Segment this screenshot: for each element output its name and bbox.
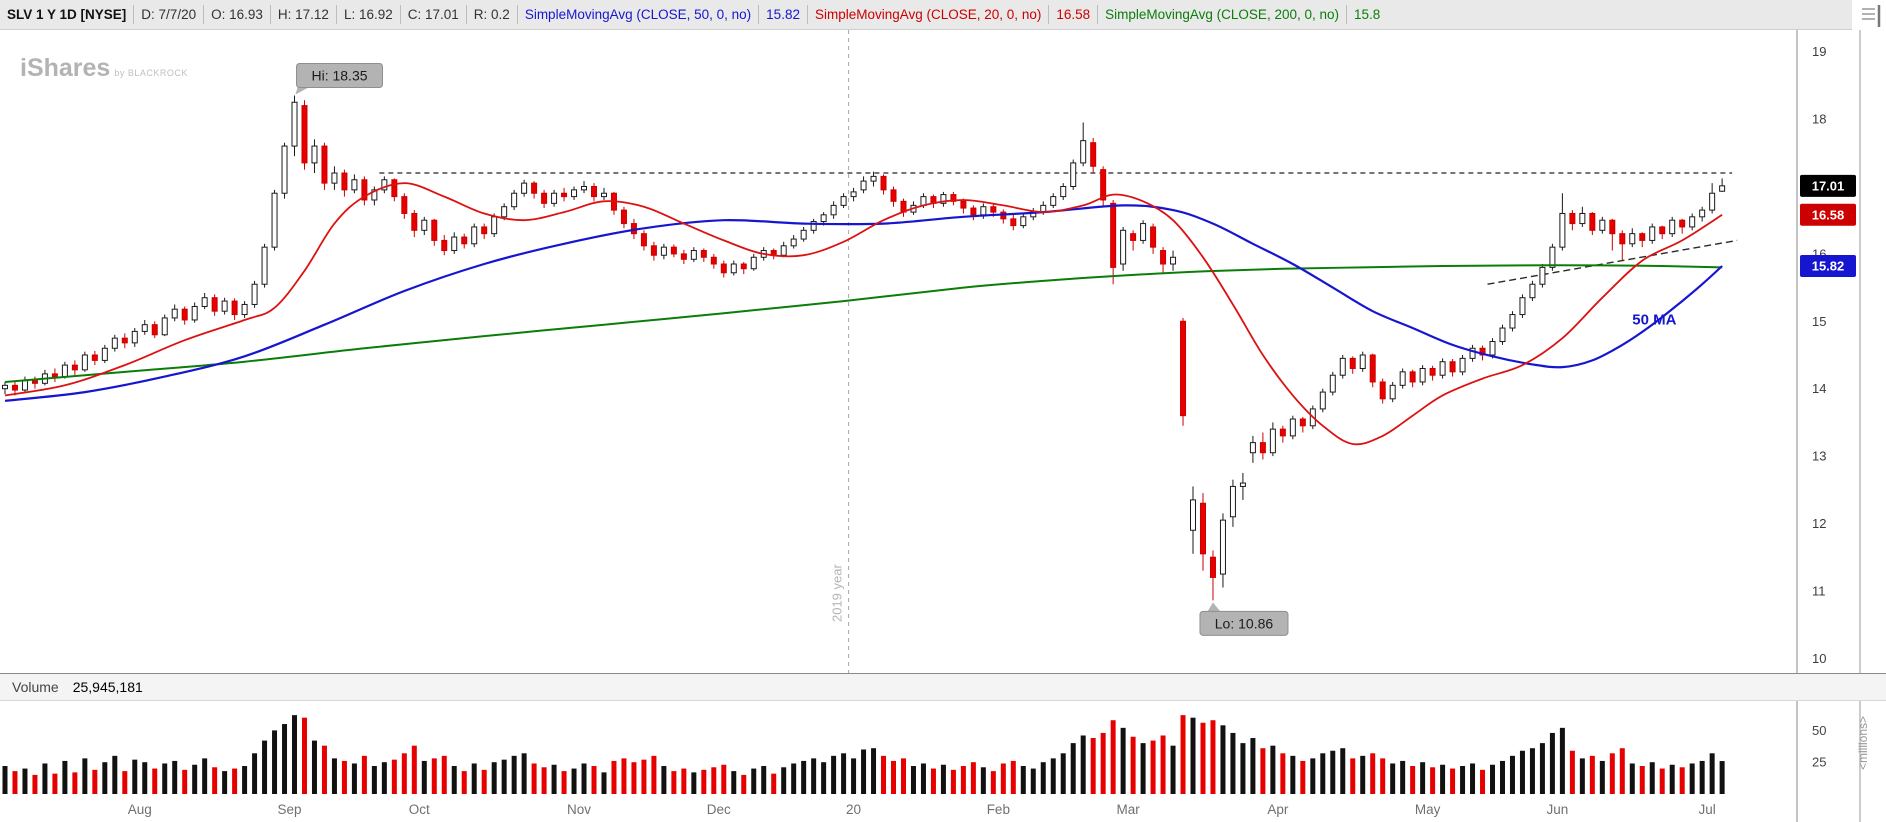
price-axis-labels[interactable]: 19181716151413121110 (1812, 44, 1826, 666)
volume-unit-label: <millions> (1856, 715, 1870, 771)
month-label: May (1415, 802, 1441, 817)
svg-text:25: 25 (1812, 755, 1826, 770)
svg-text:11: 11 (1812, 583, 1826, 598)
symbol-title[interactable]: SLV 1 Y 1D [NYSE] (7, 7, 127, 22)
field-separator (1048, 5, 1050, 24)
svg-text:2019 year: 2019 year (830, 564, 845, 622)
last-price-tag (1800, 174, 1856, 197)
field-separator (203, 5, 205, 24)
svg-text:12: 12 (1812, 516, 1826, 531)
svg-text:Lo: 10.86: Lo: 10.86 (1215, 615, 1274, 631)
price-chart-pane[interactable]: 2019 year1918171615141312111017.0116.581… (0, 30, 1886, 673)
low-callout: Lo: 10.86 (1199, 602, 1289, 636)
sma50-value-tag (1800, 255, 1856, 278)
price-tags: 17.01 16.58 15.82 (1800, 174, 1856, 278)
range-field: R: 0.2 (473, 7, 510, 22)
low-field: L: 16.92 (343, 7, 393, 22)
sma20-indicator-label[interactable]: SimpleMovingAvg (CLOSE, 20, 0, no) (814, 7, 1042, 22)
svg-text:17.01: 17.01 (1812, 178, 1845, 193)
chart-scrollbar-icon[interactable] (1859, 2, 1883, 30)
field-separator (335, 5, 337, 24)
date-field: D: 7/7/20 (141, 7, 197, 22)
sma50-line[interactable] (4, 204, 1723, 402)
month-label: Aug (128, 802, 152, 817)
month-label: Dec (707, 802, 731, 817)
open-field: O: 16.93 (211, 7, 263, 22)
field-separator (1097, 5, 1099, 24)
sma50-text-label: 50 MA (1632, 312, 1676, 329)
rising-trendline[interactable] (1487, 239, 1738, 285)
svg-text:13: 13 (1812, 449, 1826, 464)
top-info-bar: SLV 1 Y 1D [NYSE] D: 7/7/20 O: 16.93 H: 17.… (0, 0, 1852, 30)
sma20-indicator-value[interactable]: 16.58 (1056, 7, 1091, 22)
month-label: Jun (1547, 802, 1569, 817)
sma50-indicator-label[interactable]: SimpleMovingAvg (CLOSE, 50, 0, no) (524, 7, 752, 22)
sma50-indicator-value[interactable]: 15.82 (766, 7, 800, 22)
svg-text:10: 10 (1812, 651, 1826, 666)
field-separator (399, 5, 401, 24)
sma200-line[interactable] (4, 264, 1723, 383)
time-axis-labels[interactable]: Aug Sep Oct Nov Dec 20 Feb Mar Apr May Jun Jul (128, 802, 1716, 817)
sma200-indicator-label[interactable]: SimpleMovingAvg (CLOSE, 200, 0, no) (1105, 7, 1339, 22)
volume-bars[interactable] (2, 715, 1725, 794)
year-divider: 2019 year (830, 30, 850, 673)
month-label: Feb (987, 802, 1010, 817)
field-separator (465, 5, 467, 24)
svg-text:50: 50 (1812, 723, 1826, 738)
month-label: Sep (278, 802, 302, 817)
month-label: Nov (567, 802, 591, 817)
field-separator (806, 5, 808, 24)
svg-text:18: 18 (1812, 112, 1826, 127)
field-separator (269, 5, 271, 24)
month-label: Apr (1267, 802, 1289, 817)
high-field: H: 17.12 (277, 7, 329, 22)
volume-label: Volume (12, 679, 59, 695)
svg-text:19: 19 (1812, 44, 1826, 59)
field-separator (1346, 5, 1347, 24)
svg-text:15: 15 (1812, 314, 1826, 329)
field-separator (516, 5, 518, 24)
close-field: C: 17.01 (407, 7, 459, 22)
month-label: 20 (846, 802, 861, 817)
sma20-line[interactable] (4, 182, 1723, 446)
month-label: Oct (409, 802, 430, 817)
sma200-indicator-value[interactable]: 15.8 (1354, 7, 1381, 22)
sma20-value-tag (1800, 203, 1856, 226)
volume-value: 25,945,181 (72, 679, 143, 695)
svg-text:14: 14 (1812, 381, 1826, 396)
volume-pane-header[interactable]: Volume 25,945,181 (0, 673, 1886, 701)
svg-text:Hi: 18.35: Hi: 18.35 (311, 68, 367, 84)
scroll-glyph (1862, 5, 1881, 27)
svg-text:16.58: 16.58 (1812, 207, 1845, 222)
field-separator (133, 5, 135, 24)
month-label: Mar (1116, 802, 1140, 817)
volume-pane[interactable]: 50 25 Aug Sep Oct Nov Dec 20 Feb Mar Apr May Jun Jul (0, 701, 1886, 822)
month-label: Jul (1699, 802, 1716, 817)
volume-axis-labels[interactable]: 50 25 (1812, 723, 1826, 770)
candles-layer[interactable] (1, 95, 1726, 601)
high-callout: Hi: 18.35 (295, 63, 384, 95)
svg-text:15.82: 15.82 (1812, 259, 1845, 274)
field-separator (758, 5, 760, 24)
